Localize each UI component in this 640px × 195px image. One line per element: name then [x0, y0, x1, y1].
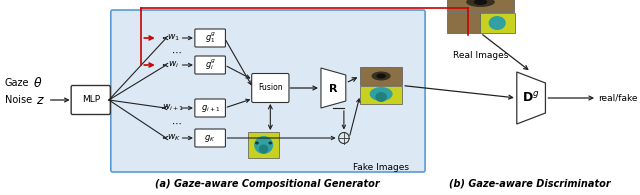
- Text: (a) Gaze-aware Compositional Generator: (a) Gaze-aware Compositional Generator: [155, 179, 380, 189]
- Text: MLP: MLP: [82, 96, 100, 105]
- Text: Fusion: Fusion: [258, 83, 283, 92]
- Text: $g_i^g$: $g_i^g$: [205, 58, 216, 72]
- FancyBboxPatch shape: [195, 99, 225, 117]
- Ellipse shape: [376, 92, 387, 102]
- Text: $z$: $z$: [36, 93, 45, 106]
- Ellipse shape: [488, 16, 506, 30]
- Bar: [248, 132, 279, 158]
- Ellipse shape: [376, 74, 386, 79]
- Bar: [360, 67, 402, 85]
- Text: $\mathbf{R}$: $\mathbf{R}$: [328, 82, 339, 94]
- Text: $g_K$: $g_K$: [204, 132, 216, 144]
- Ellipse shape: [370, 87, 392, 101]
- Text: $w_{i+1}$: $w_{i+1}$: [162, 103, 184, 113]
- Text: Gaze: Gaze: [4, 78, 29, 88]
- Text: $g_{i+1}$: $g_{i+1}$: [200, 103, 220, 113]
- FancyBboxPatch shape: [111, 10, 425, 172]
- Text: $w_K$: $w_K$: [167, 133, 181, 143]
- Text: $\cdots$: $\cdots$: [172, 118, 182, 128]
- Text: $\mathbf{D}^g$: $\mathbf{D}^g$: [522, 91, 540, 105]
- FancyBboxPatch shape: [195, 56, 225, 74]
- FancyBboxPatch shape: [252, 74, 289, 103]
- Bar: [447, 13, 481, 33]
- Text: Real Images: Real Images: [452, 51, 508, 59]
- Text: $w_1$: $w_1$: [168, 33, 180, 43]
- Polygon shape: [321, 68, 346, 108]
- Ellipse shape: [466, 0, 495, 7]
- Text: $g_1^g$: $g_1^g$: [205, 31, 216, 45]
- Ellipse shape: [372, 72, 390, 81]
- Text: $w_i$: $w_i$: [168, 60, 179, 70]
- Ellipse shape: [268, 142, 272, 144]
- FancyBboxPatch shape: [195, 29, 225, 47]
- Text: $\cdots$: $\cdots$: [172, 47, 182, 57]
- Ellipse shape: [474, 0, 487, 5]
- Polygon shape: [516, 72, 545, 124]
- Ellipse shape: [254, 136, 273, 154]
- Ellipse shape: [259, 144, 268, 153]
- Ellipse shape: [255, 142, 259, 144]
- Text: Noise: Noise: [4, 95, 32, 105]
- Text: Fake Images: Fake Images: [353, 163, 409, 173]
- Text: real/fake: real/fake: [598, 93, 637, 103]
- Text: (b) Gaze-aware Discriminator: (b) Gaze-aware Discriminator: [449, 179, 611, 189]
- Bar: [360, 86, 402, 104]
- FancyBboxPatch shape: [195, 129, 225, 147]
- FancyBboxPatch shape: [71, 85, 110, 114]
- Text: $\theta$: $\theta$: [33, 76, 43, 90]
- Bar: [481, 13, 515, 33]
- Bar: [447, 0, 514, 12]
